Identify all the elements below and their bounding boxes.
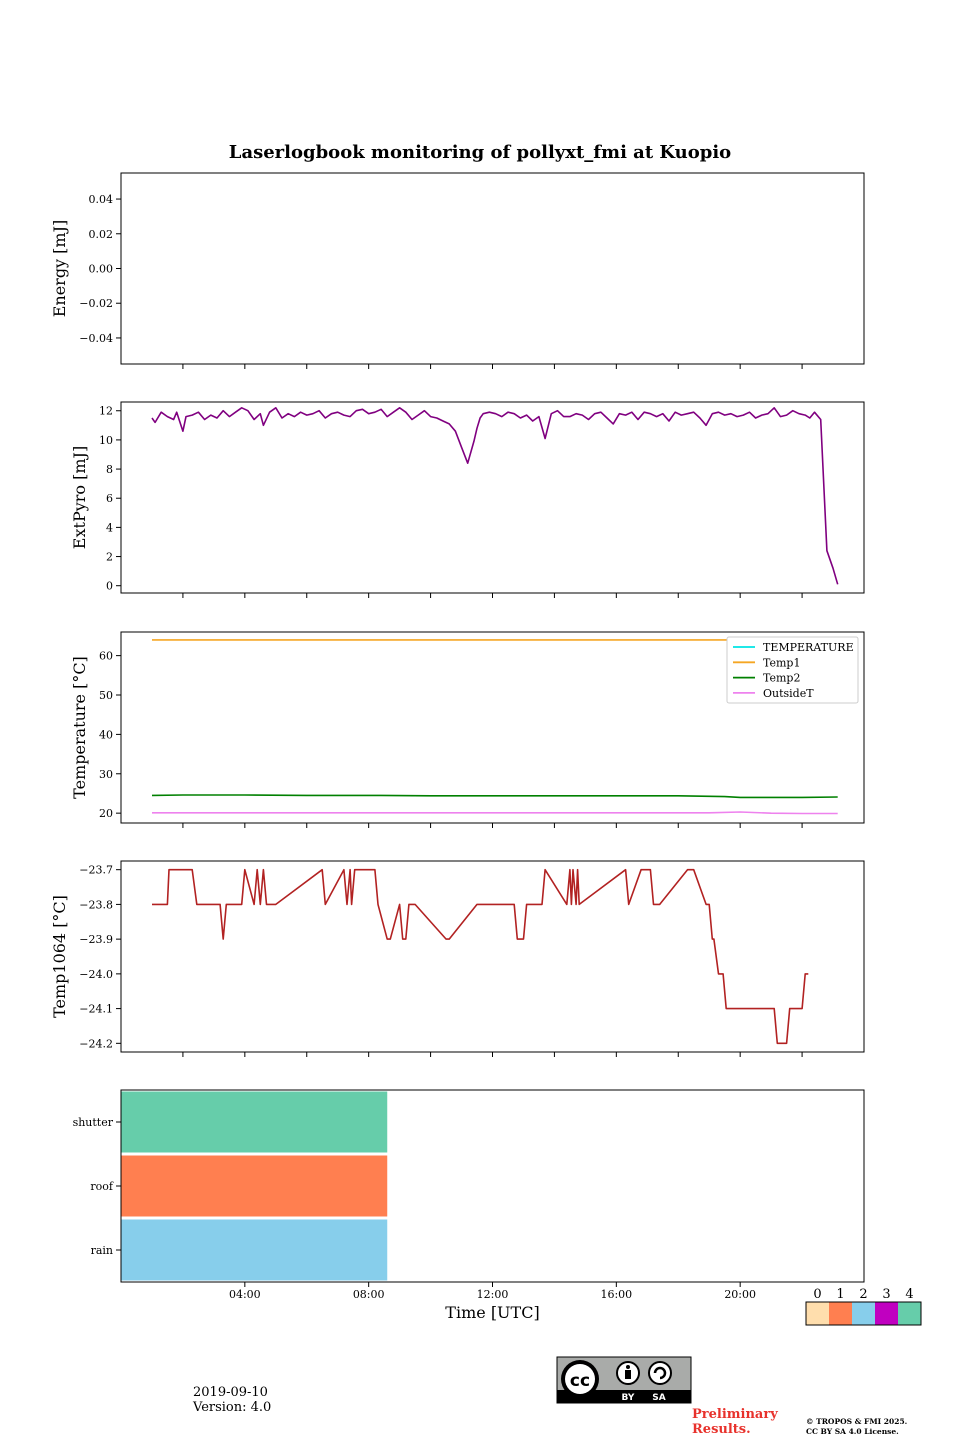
cc-logo-text: cc — [570, 1371, 590, 1391]
temp1064-ytick-label: −23.9 — [79, 933, 113, 946]
temperature-axes-frame — [120, 631, 865, 824]
by-label: BY — [622, 1393, 635, 1403]
extpyro-ylabel: ExtPyro [mJ] — [70, 446, 89, 549]
extpyro-ytick-label: 2 — [106, 551, 113, 564]
temp1064-axes-frame — [120, 860, 865, 1053]
panel-status: shutter roof rain 04:00 08:00 12:00 16:00 20:00… — [73, 1089, 865, 1322]
panel-temperature: 20 30 40 50 60 Temperature [°C] TEMPERATURE Tem… — [70, 631, 865, 828]
status-xtick-label: 20:00 — [724, 1288, 756, 1301]
colorbar-label-4: 4 — [905, 1287, 913, 1302]
temperature-ytick-label: 50 — [99, 689, 113, 702]
colorbar-swatch-0 — [806, 1302, 829, 1325]
colorbar-swatch-1 — [829, 1302, 852, 1325]
panel-energy: −0.04 −0.02 0.00 0.02 0.04 Energy [mJ] — [50, 172, 865, 369]
colorbar-label-1: 1 — [836, 1287, 844, 1302]
extpyro-series-extpyro — [151, 407, 839, 585]
panel-extpyro: 0 2 4 6 8 10 12 ExtPyro [mJ] — [70, 401, 865, 598]
extpyro-ytick-label: 12 — [99, 405, 113, 418]
energy-axes-frame — [120, 172, 865, 365]
cc-license-badge: cc BY SA — [556, 1356, 692, 1404]
extpyro-ytick-label: 4 — [106, 521, 113, 534]
temp1064-ytick-label: −23.7 — [79, 864, 113, 877]
panel-temp1064: −24.2 −24.1 −24.0 −23.9 −23.8 −23.7 Temp1064 [… — [50, 860, 865, 1057]
status-bar-roof — [121, 1155, 388, 1217]
sa-icon — [648, 1361, 672, 1385]
colorbar-label-2: 2 — [859, 1287, 867, 1302]
temperature-ytick-label: 60 — [99, 650, 113, 663]
status-xtick-label: 12:00 — [477, 1288, 509, 1301]
status-row-label-roof: roof — [90, 1180, 114, 1193]
temperature-series-temp2 — [151, 794, 838, 799]
copyright-line2: CC BY SA 4.0 License. — [806, 1427, 899, 1436]
status-bar-shutter — [121, 1091, 388, 1153]
colorbar-frame — [805, 1301, 922, 1326]
legend-label-temp2: Temp2 — [763, 672, 800, 685]
temp1064-ytick-label: −24.0 — [79, 968, 113, 981]
status-xlabel: Time [UTC] — [445, 1303, 539, 1322]
temp1064-ylabel: Temp1064 [°C] — [50, 895, 69, 1018]
chart-title: Laserlogbook monitoring of pollyxt_fmi a… — [229, 142, 731, 163]
legend-label-outsidet: OutsideT — [763, 687, 814, 700]
temperature-series-outsidet — [152, 811, 838, 815]
extpyro-ytick-label: 10 — [99, 434, 113, 447]
extpyro-axes-frame — [120, 401, 865, 594]
legend-label-temp1: Temp1 — [763, 656, 800, 669]
status-xtick-label: 16:00 — [600, 1288, 632, 1301]
colorbar-label-0: 0 — [813, 1287, 821, 1302]
copyright-line1: © TROPOS & FMI 2025. — [806, 1417, 907, 1426]
status-row-label-shutter: shutter — [73, 1116, 114, 1129]
status-row-label-rain: rain — [91, 1244, 113, 1257]
colorbar-swatch-3 — [875, 1302, 898, 1325]
temp1064-ytick-label: −23.8 — [79, 898, 113, 911]
energy-ytick-label: 0.02 — [89, 228, 114, 241]
temperature-ylabel: Temperature [°C] — [70, 656, 89, 799]
status-xtick-label: 08:00 — [353, 1288, 385, 1301]
status-bar-rain — [121, 1219, 388, 1281]
energy-ylabel: Energy [mJ] — [50, 220, 69, 318]
extpyro-ytick-label: 8 — [106, 463, 113, 476]
preliminary-text-line2: Results. — [692, 1422, 751, 1437]
status-axes-frame — [120, 1089, 865, 1283]
energy-ytick-label: −0.02 — [79, 297, 113, 310]
extpyro-ytick-label: 6 — [106, 492, 113, 505]
energy-ytick-label: −0.04 — [79, 332, 113, 345]
temperature-ytick-label: 30 — [99, 768, 113, 781]
date-text: 2019-09-10 — [193, 1385, 268, 1400]
version-text: Version: 4.0 — [192, 1400, 271, 1415]
energy-ytick-label: 0.00 — [89, 263, 114, 276]
temperature-legend: TEMPERATURE Temp1 Temp2 OutsideT — [726, 636, 859, 704]
temperature-ytick-label: 40 — [99, 728, 113, 741]
legend-label-temperature: TEMPERATURE — [763, 641, 854, 654]
colorbar-label-3: 3 — [882, 1287, 890, 1302]
legend-box — [726, 636, 859, 704]
colorbar-swatch-4 — [898, 1302, 921, 1325]
sa-label: SA — [652, 1393, 665, 1403]
temp1064-ytick-label: −24.1 — [79, 1003, 113, 1016]
status-xtick-label: 04:00 — [229, 1288, 261, 1301]
temp1064-ytick-label: −24.2 — [79, 1037, 113, 1050]
preliminary-text-line1: Preliminary — [692, 1407, 778, 1422]
temperature-ytick-label: 20 — [99, 807, 113, 820]
colorbar-swatch-2 — [852, 1302, 875, 1325]
temp1064-series-temp1064 — [152, 868, 809, 1045]
energy-ytick-label: 0.04 — [89, 193, 114, 206]
extpyro-ytick-label: 0 — [106, 580, 113, 593]
